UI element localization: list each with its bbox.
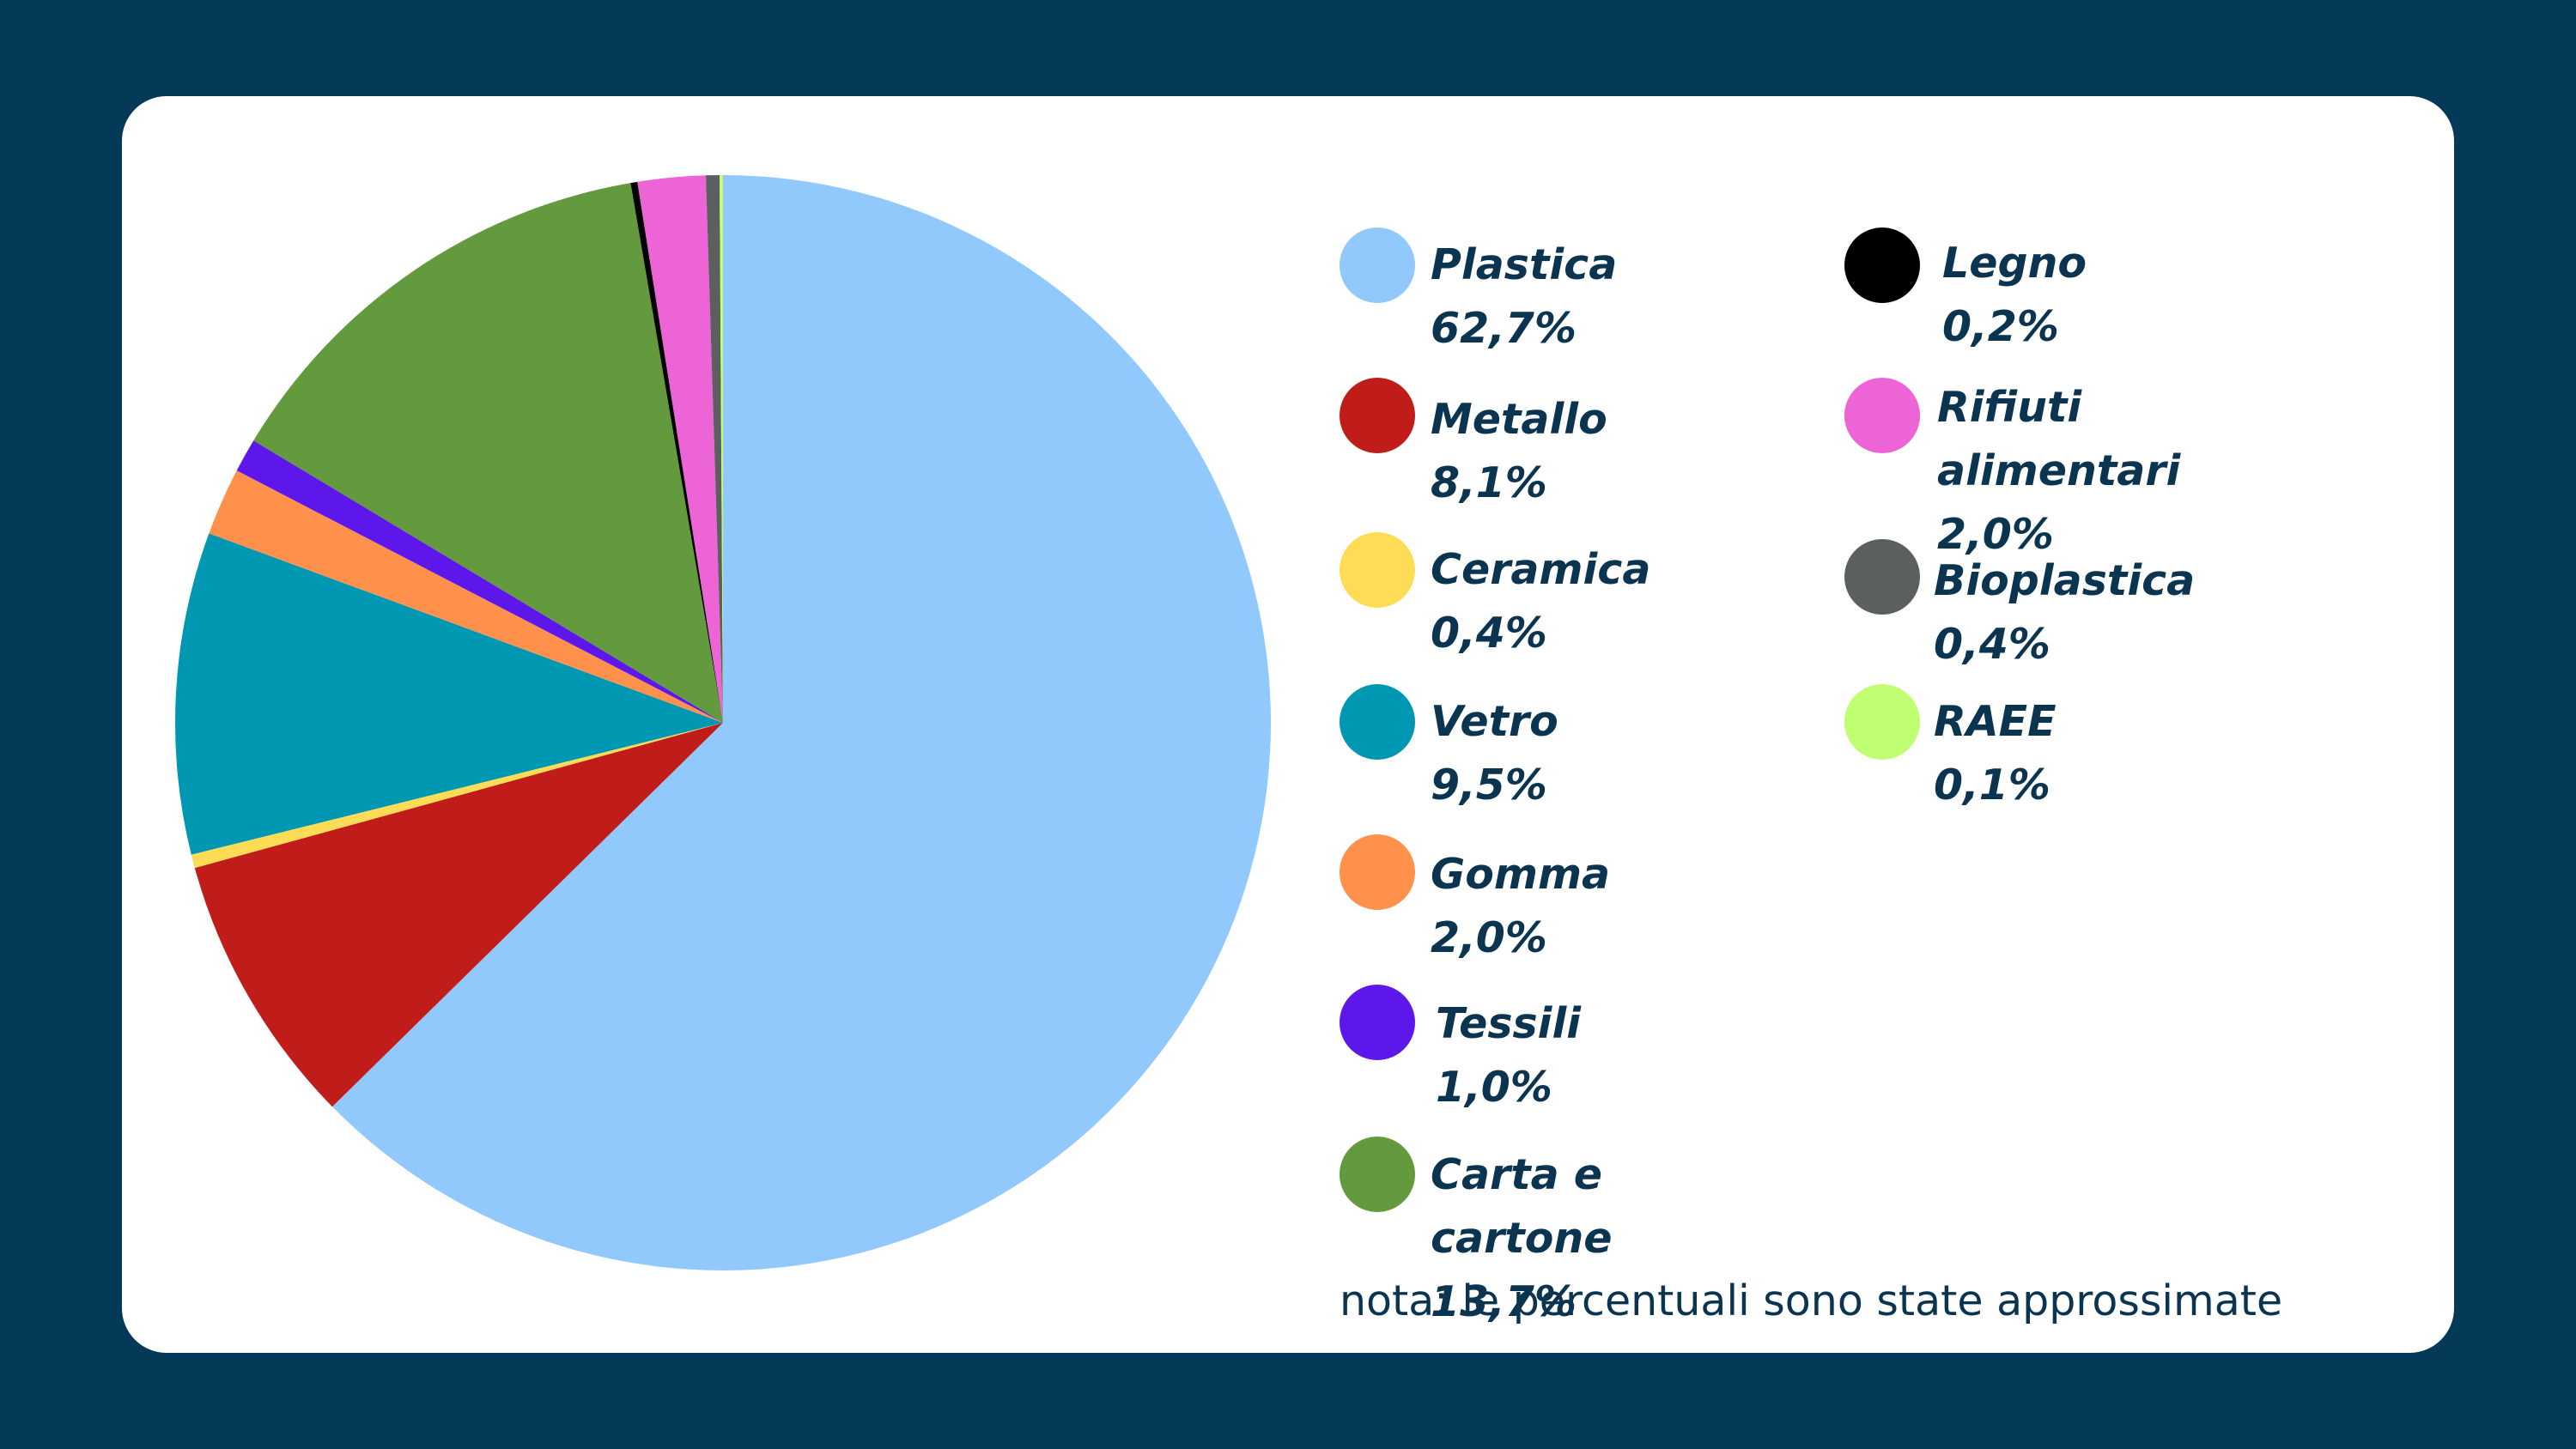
legend-swatch-10 — [1844, 684, 1920, 760]
legend-swatch-7 — [1844, 227, 1920, 303]
legend-label-7: Legno 0,2% — [1942, 239, 2087, 351]
pie-slice-4 — [209, 470, 724, 723]
legend-label-4: Gomma 2,0% — [1431, 850, 1611, 962]
legend-label-3: Vetro 9,5% — [1431, 697, 1558, 809]
pie-slice-8 — [637, 175, 723, 723]
legend-label-1: Metallo 8,1% — [1431, 395, 1607, 507]
pie-slice-0 — [331, 175, 1272, 1270]
pie-slice-5 — [236, 440, 723, 723]
pie-slice-2 — [191, 723, 723, 869]
legend-label-10: RAEE 0,1% — [1934, 697, 2057, 809]
pie-slice-6 — [253, 183, 723, 723]
legend-label-9: Bioplastica 0,4% — [1934, 556, 2196, 669]
legend-swatch-4 — [1340, 834, 1415, 910]
legend-swatch-9 — [1844, 539, 1920, 615]
legend-swatch-6 — [1340, 1137, 1415, 1212]
legend-swatch-0 — [1340, 227, 1415, 303]
legend-swatch-2 — [1340, 532, 1415, 608]
legend-swatch-3 — [1340, 684, 1415, 760]
pie-slice-1 — [194, 723, 723, 1107]
legend-label-6: Carta e cartone 13,7% — [1431, 1150, 1613, 1326]
pie-slice-9 — [705, 175, 723, 723]
legend-label-8: Rifiuti alimentari 2,0% — [1937, 383, 2181, 559]
legend-label-2: Ceramica 0,4% — [1431, 545, 1651, 658]
legend-label-0: Plastica 62,7% — [1431, 240, 1618, 353]
legend-swatch-1 — [1340, 378, 1415, 453]
legend-label-5: Tessili 1,0% — [1436, 999, 1582, 1112]
legend-swatch-8 — [1844, 378, 1920, 453]
legend-swatch-5 — [1340, 985, 1415, 1060]
approximation-note: nota: le percentuali sono state approssi… — [1340, 1276, 2283, 1325]
pie-slice-10 — [720, 174, 723, 723]
pie-slice-3 — [175, 533, 723, 855]
pie-slice-7 — [630, 181, 723, 724]
